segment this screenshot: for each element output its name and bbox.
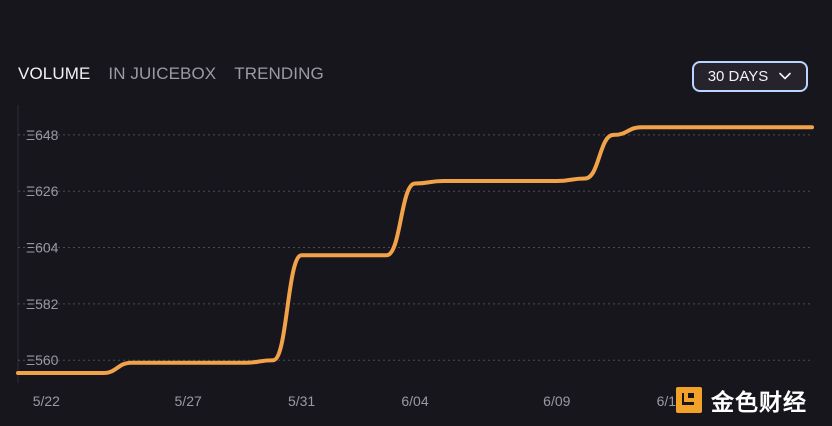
volume-data-point <box>555 179 559 183</box>
tab-in-juicebox[interactable]: IN JUICEBOX <box>108 64 217 83</box>
volume-data-point <box>527 179 531 183</box>
volume-data-point <box>697 125 701 129</box>
volume-data-point <box>101 371 105 375</box>
volume-data-point <box>640 125 644 129</box>
volume-data-point <box>45 371 49 375</box>
x-tick-label: 5/22 <box>33 393 60 409</box>
volume-data-point <box>130 361 134 365</box>
x-tick-label: 5/27 <box>175 393 202 409</box>
volume-data-point <box>810 125 814 129</box>
volume-data-point <box>186 361 190 365</box>
y-tick-label: Ξ560 <box>26 352 59 368</box>
volume-data-point <box>725 125 729 129</box>
chevron-down-icon <box>779 72 792 79</box>
volume-data-point <box>16 371 20 375</box>
volume-data-point <box>668 125 672 129</box>
volume-data-point <box>300 253 304 257</box>
range-selector-label: 30 DAYS <box>707 68 769 85</box>
volume-data-point <box>215 361 219 365</box>
volume-data-point <box>356 253 360 257</box>
y-tick-label: Ξ604 <box>26 240 59 256</box>
volume-data-point <box>498 179 502 183</box>
volume-data-point <box>470 179 474 183</box>
y-tick-label: Ξ626 <box>26 183 59 199</box>
tab-trending[interactable]: TRENDING <box>234 64 324 83</box>
volume-data-point <box>782 125 786 129</box>
x-tick-label: 6/09 <box>543 393 570 409</box>
volume-data-point <box>328 253 332 257</box>
tab-volume[interactable]: VOLUME <box>18 64 91 83</box>
x-tick-label: 6/04 <box>401 393 428 409</box>
volume-data-point <box>442 179 446 183</box>
x-tick-label: 6/13 <box>657 393 684 409</box>
volume-data-point <box>385 253 389 257</box>
volume-data-point <box>612 133 616 137</box>
volume-data-point <box>583 177 587 181</box>
volume-data-point <box>753 125 757 129</box>
volume-data-point <box>413 182 417 186</box>
volume-data-point <box>243 361 247 365</box>
volume-data-point <box>271 358 275 362</box>
volume-data-point <box>158 361 162 365</box>
chart-tabs: VOLUME IN JUICEBOX TRENDING <box>18 64 324 84</box>
volume-series-line <box>16 125 814 375</box>
y-tick-label: Ξ582 <box>26 296 59 312</box>
volume-data-point <box>73 371 77 375</box>
x-tick-label: 5/31 <box>288 393 315 409</box>
range-selector-button[interactable]: 30 DAYS <box>692 61 808 92</box>
y-tick-label: Ξ648 <box>26 127 59 143</box>
